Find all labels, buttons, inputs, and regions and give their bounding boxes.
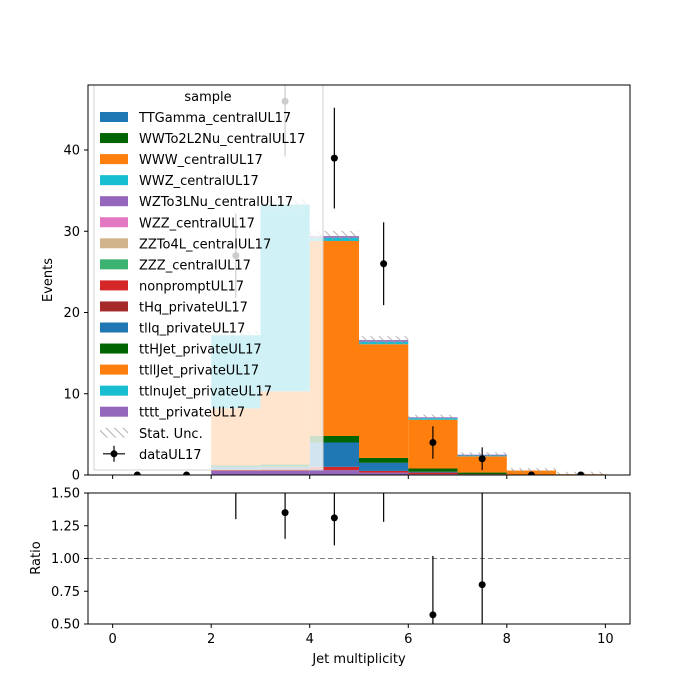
main-axes-frame [87, 84, 631, 476]
bar-WZTo3LNu_centralUL17-bin-5 [359, 472, 409, 475]
legend-label-ttllJet_privateUL17: ttllJet_privateUL17 [139, 364, 259, 379]
bar-ttllJet_privateUL17-bin-5 [359, 344, 409, 458]
legend-swatch-WZTo3LNu_centralUL17 [100, 196, 128, 207]
legend-swatch-TTGamma_centralUL17 [100, 112, 128, 122]
legend-label-WWW_centralUL17: WWW_centralUL17 [139, 153, 263, 168]
legend-swatch-WWZ_centralUL17 [100, 175, 128, 186]
legend-label-ttlnuJet_privateUL17: ttlnuJet_privateUL17 [139, 385, 272, 400]
legend: sample TTGamma_centralUL17 WWTo2L2Nu_cent… [93, 84, 324, 471]
legend-label-tHq_privateUL17: tHq_privateUL17 [139, 300, 248, 315]
legend-label-nonpromptUL17: nonpromptUL17 [139, 279, 244, 294]
data-point-9 [577, 471, 585, 475]
ratio-xtick-label: 2 [207, 632, 215, 647]
data-point-4 [330, 154, 338, 162]
legend-label-WWZ_centralUL17: WWZ_centralUL17 [139, 174, 259, 189]
legend-label-WZZ_centralUL17: WZZ_centralUL17 [139, 216, 255, 231]
legend-label-ZZZ_centralUL17: ZZZ_centralUL17 [139, 258, 251, 273]
bar-ttHJet_privateUL17-bin-6 [408, 468, 458, 472]
ratio-point-3 [380, 479, 387, 486]
main-ytick-label: 20 [63, 306, 80, 321]
bar-ttHJet_privateUL17-bin-4 [309, 436, 359, 443]
ratio-panel: 0.50 0.75 1.00 1.25 1.50 0 2 4 6 8 10 Ratio Jet m… [29, 476, 631, 667]
main-ytick-label: 0 [72, 469, 80, 484]
bar-nonpromptUL17-bin-5 [359, 470, 409, 473]
bar-ttHJet_privateUL17-bin-5 [359, 457, 409, 463]
legend-label-data: dataUL17 [139, 448, 202, 463]
main-y-axis-label: Events [41, 258, 56, 302]
legend-swatch-stat-unc [100, 427, 128, 438]
ratio-x-ticks: 0 2 4 6 8 10 [108, 624, 614, 647]
legend-label-WWTo2L2Nu_centralUL17: WWTo2L2Nu_centralUL17 [139, 132, 305, 147]
data-point-8 [527, 471, 535, 475]
stat-unc-bin-5 [359, 336, 409, 345]
bar-tllq_privateUL17-bin-6 [408, 471, 458, 473]
legend-label-stat-unc: Stat. Unc. [139, 427, 203, 442]
ratio-points [232, 476, 486, 624]
legend-data-marker [110, 450, 118, 458]
ratio-ytick-label: 0.50 [51, 618, 80, 633]
main-ytick-label: 10 [63, 387, 80, 402]
stat-unc-bin-8 [506, 468, 557, 473]
legend-swatch-WZZ_centralUL17 [100, 217, 128, 228]
ratio-ytick-label: 1.50 [51, 487, 80, 502]
legend-swatch-ZZZ_centralUL17 [100, 259, 128, 270]
data-point-1 [183, 471, 191, 475]
legend-swatch-tllq_privateUL17 [100, 322, 128, 333]
bar-nonpromptUL17-bin-4 [309, 466, 359, 471]
legend-label-tllq_privateUL17: tllq_privateUL17 [139, 322, 245, 337]
ratio-y-ticks: 0.50 0.75 1.00 1.25 1.50 [51, 487, 88, 633]
main-panel: sample TTGamma_centralUL17 WWTo2L2Nu_cent… [41, 84, 631, 484]
legend-swatch-tttt_privateUL17 [100, 406, 128, 417]
legend-label-WZTo3LNu_centralUL17: WZTo3LNu_centralUL17 [139, 195, 293, 210]
bar-WZTo3LNu_centralUL17-bin-4 [309, 470, 359, 475]
legend-entries: TTGamma_centralUL17 WWTo2L2Nu_centralUL17… [100, 111, 305, 463]
bar-ttHJet_privateUL17-bin-7 [457, 472, 507, 475]
ratio-point-4 [429, 611, 437, 619]
legend-swatch-ttHJet_privateUL17 [100, 343, 128, 354]
main-ytick-label: 40 [63, 144, 80, 159]
ratio-point-1 [281, 509, 289, 517]
stat-unc-bin-4 [309, 230, 359, 242]
legend-title: sample [184, 90, 231, 105]
legend-swatch-ttlnuJet_privateUL17 [100, 385, 128, 396]
legend-swatch-ZZTo4L_centralUL17 [100, 238, 128, 249]
bar-WZTo3LNu_centralUL17-bin-2 [211, 470, 261, 475]
ratio-ytick-label: 0.75 [51, 585, 80, 600]
main-y-ticks: 0 10 20 30 40 [63, 144, 88, 484]
ratio-xtick-label: 0 [108, 632, 116, 647]
x-axis-label: Jet multiplicity [311, 652, 406, 667]
legend-swatch-WWTo2L2Nu_centralUL17 [100, 133, 128, 144]
legend-frame [93, 84, 324, 471]
data-point-5 [380, 260, 388, 268]
ratio-ytick-label: 1.00 [51, 552, 80, 567]
legend-swatch-nonpromptUL17 [100, 280, 128, 291]
main-x-ticks [112, 475, 606, 479]
bar-tllq_privateUL17-bin-5 [359, 462, 409, 471]
ratio-y-axis-label: Ratio [29, 541, 44, 574]
ratio-point-0 [232, 476, 239, 483]
ratio-ytick-label: 1.25 [51, 519, 80, 534]
ratio-xtick-label: 10 [597, 632, 614, 647]
legend-label-TTGamma_centralUL17: TTGamma_centralUL17 [138, 111, 291, 126]
stat-unc-bin-6 [408, 414, 458, 420]
main-ytick-label: 30 [63, 225, 80, 240]
data-point-6 [429, 439, 437, 446]
ratio-xtick-label: 6 [404, 632, 412, 647]
ratio-xtick-label: 4 [306, 632, 314, 647]
legend-swatch-WWW_centralUL17 [100, 154, 128, 165]
bar-WZTo3LNu_centralUL17-bin-3 [260, 470, 310, 475]
data-point-7 [478, 455, 486, 463]
ratio-xtick-label: 8 [503, 632, 511, 647]
legend-swatch-tHq_privateUL17 [100, 301, 128, 312]
legend-label-tttt_privateUL17: tttt_privateUL17 [139, 406, 245, 421]
bar-nonpromptUL17-bin-6 [408, 472, 458, 475]
legend-label-ttHJet_privateUL17: ttHJet_privateUL17 [139, 343, 262, 358]
data-point-0 [133, 471, 141, 475]
ratio-point-2 [330, 514, 338, 522]
legend-label-ZZTo4L_centralUL17: ZZTo4L_centralUL17 [139, 237, 271, 252]
legend-swatch-ttllJet_privateUL17 [100, 364, 128, 375]
ratio-point-5 [478, 581, 486, 589]
